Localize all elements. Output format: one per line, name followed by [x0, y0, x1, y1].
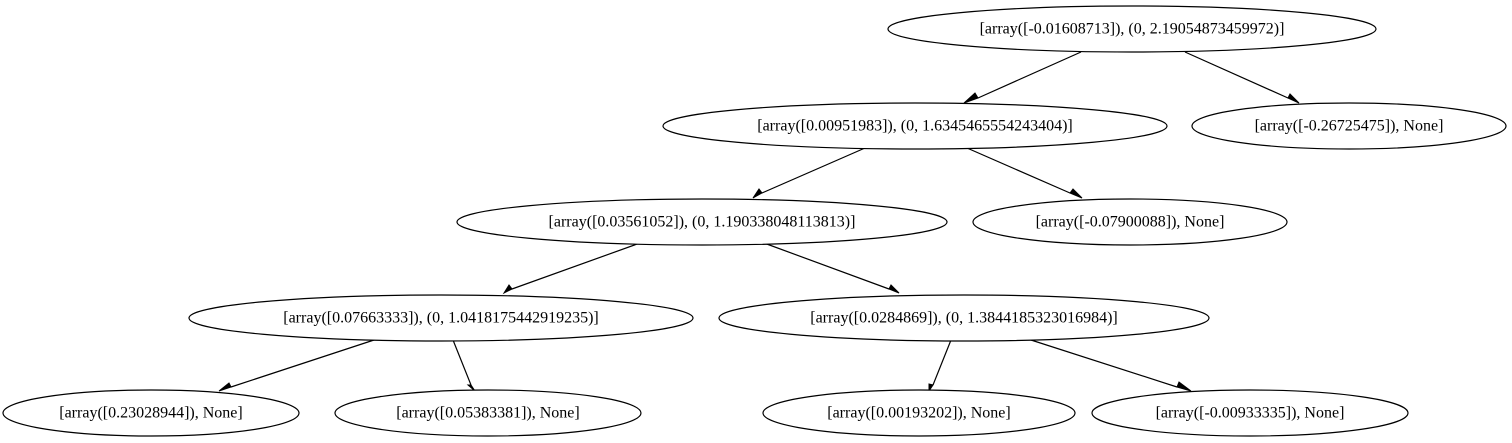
nodes-layer: [array([-0.01608713]), (0, 2.19054873459… — [2, 5, 1507, 437]
tree-node-leaf-4b: [array([0.05383381]), None] — [334, 389, 642, 437]
node-label: [array([-0.01608713]), (0, 2.19054873459… — [980, 21, 1285, 38]
edge-n0-n1 — [963, 51, 1082, 104]
node-label: [array([-0.00933335]), None] — [1156, 405, 1345, 422]
tree-node-leaf-4c: [array([0.00193202]), None] — [762, 389, 1076, 437]
node-label: [array([0.07663333]), (0, 1.041817544291… — [283, 310, 598, 327]
edge-n6-n9 — [928, 339, 952, 393]
node-label: [array([0.03561052]), (0, 1.190338048113… — [549, 214, 856, 231]
node-label: [array([0.05383381]), None] — [396, 405, 579, 422]
edge-n5-n8 — [452, 339, 476, 392]
tree-node-root: [array([-0.01608713]), (0, 2.19054873459… — [887, 5, 1377, 53]
edge-n3-n5 — [502, 242, 641, 295]
tree-node-left-2: [array([0.03561052]), (0, 1.190338048113… — [456, 198, 948, 246]
tree-node-left-3: [array([0.07663333]), (0, 1.041817544291… — [188, 294, 694, 342]
node-label: [array([0.00193202]), None] — [827, 405, 1010, 422]
tree-node-leaf-4a: [array([0.23028944]), None] — [2, 389, 300, 437]
edge-n3-n6 — [763, 242, 900, 294]
node-label: [array([0.0284869]), (0, 1.3844185323016… — [810, 310, 1117, 327]
node-label: [array([-0.07900088]), None] — [1036, 214, 1225, 231]
edge-n1-n4 — [966, 147, 1083, 199]
edge-n6-n10 — [1030, 339, 1192, 392]
node-label: [array([0.23028944]), None] — [59, 405, 242, 422]
node-label: [array([0.00951983]), (0, 1.634546555424… — [757, 118, 1072, 135]
tree-node-leaf-right-2: [array([-0.07900088]), None] — [972, 198, 1288, 246]
tree-node-right-3: [array([0.0284869]), (0, 1.3844185323016… — [718, 294, 1210, 342]
edge-n1-n3 — [752, 147, 866, 199]
edge-n5-n7 — [218, 339, 375, 392]
node-label: [array([-0.26725475]), None] — [1255, 118, 1444, 135]
tree-node-leaf-right-1: [array([-0.26725475]), None] — [1191, 102, 1507, 150]
edge-n0-n2 — [1184, 51, 1300, 104]
tree-node-leaf-4d: [array([-0.00933335]), None] — [1091, 389, 1409, 437]
tree-node-left-1: [array([0.00951983]), (0, 1.634546555424… — [662, 102, 1168, 150]
